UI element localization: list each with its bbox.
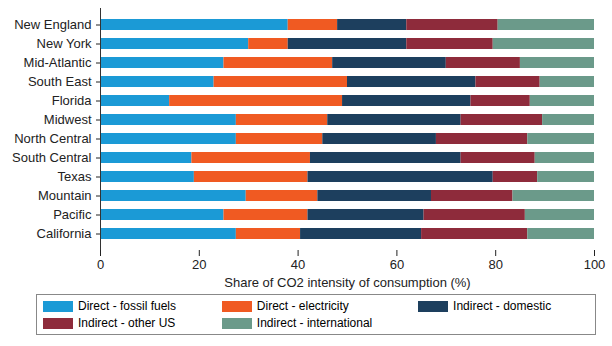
svg-text:Florida: Florida (52, 93, 93, 108)
html-text:Indirect - international: Indirect - international (256, 316, 373, 330)
svg-text:South Central: South Central (12, 150, 92, 165)
svg-text:0: 0 (97, 257, 104, 272)
svg-text:40: 40 (291, 257, 305, 272)
svg-text:North Central: North Central (14, 131, 91, 146)
svg-text:20: 20 (192, 257, 206, 272)
svg-text:Share of CO2 intensity of cons: Share of CO2 intensity of consumption (%… (224, 275, 470, 290)
html-text:Direct - electricity: Direct - electricity (256, 299, 349, 313)
svg-text:New York: New York (37, 36, 92, 51)
html-text:Direct - fossil fuels: Direct - fossil fuels (78, 299, 176, 313)
html-text:Indirect - other US: Indirect - other US (78, 316, 176, 330)
svg-text:Pacific: Pacific (53, 207, 92, 222)
svg-text:Mid-Atlantic: Mid-Atlantic (24, 55, 92, 70)
svg-text:New England: New England (14, 17, 91, 32)
svg-text:Midwest: Midwest (44, 112, 92, 127)
svg-text:80: 80 (488, 257, 502, 272)
svg-text:California: California (37, 226, 93, 241)
svg-text:60: 60 (390, 257, 404, 272)
svg-text:100: 100 (584, 257, 606, 272)
svg-text:Texas: Texas (58, 169, 92, 184)
html-text:Indirect - domestic: Indirect - domestic (453, 299, 552, 313)
svg-text:Mountain: Mountain (38, 188, 91, 203)
svg-text:South East: South East (28, 74, 92, 89)
